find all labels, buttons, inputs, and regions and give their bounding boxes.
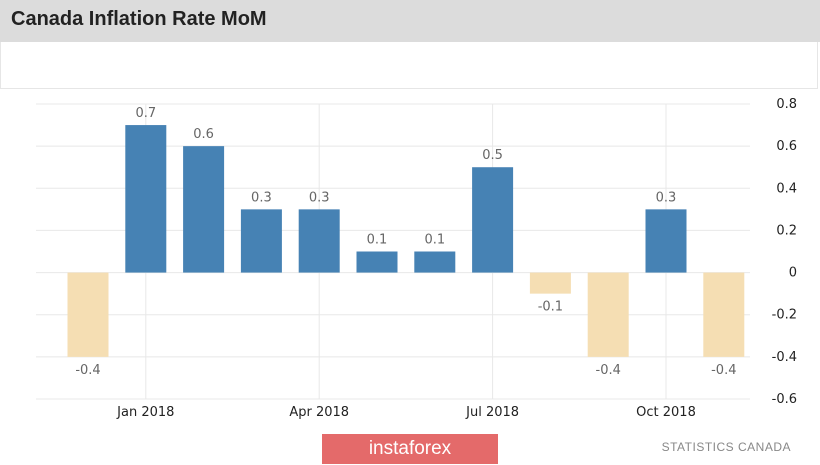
bar [298,209,340,273]
x-tick-label: Jan 2018 [116,405,174,420]
x-tick-label: Jul 2018 [465,405,519,420]
y-tick-label: 0.8 [776,97,797,112]
data-label: 0.3 [309,190,330,205]
bar [240,209,282,273]
data-label: -0.4 [75,363,100,378]
bar [587,272,629,357]
data-label: 0.1 [367,233,388,248]
data-label: 0.5 [482,148,503,163]
x-tick-label: Apr 2018 [289,405,349,420]
bar [645,209,687,273]
instaforex-logo: instaforex [322,434,498,464]
bar [67,272,109,357]
bar [414,251,456,273]
y-tick-label: -0.2 [772,308,797,323]
y-tick-label: -0.6 [772,392,797,407]
bar [183,146,225,273]
bar [703,272,745,357]
bar [356,251,398,273]
bar [472,167,514,273]
title-bar: Canada Inflation Rate MoM [0,0,820,42]
data-label: 0.7 [135,106,156,121]
y-tick-label: 0 [789,266,797,281]
data-label: 0.1 [424,233,445,248]
data-label: -0.4 [596,363,621,378]
data-label: 0.3 [656,190,677,205]
bar [125,125,167,273]
title-spacer [0,42,818,89]
data-label: 0.3 [251,190,272,205]
y-tick-label: 0.2 [776,223,797,238]
data-label: 0.6 [193,127,214,142]
data-label: -0.1 [538,300,563,315]
chart-title: Canada Inflation Rate MoM [11,8,267,30]
x-tick-label: Oct 2018 [636,405,696,420]
y-tick-label: -0.4 [772,350,797,365]
y-tick-label: 0.4 [776,181,797,196]
source-credit: STATISTICS CANADA [661,440,791,454]
data-label: -0.4 [711,363,736,378]
y-tick-label: 0.6 [776,139,797,154]
bar [529,272,571,294]
